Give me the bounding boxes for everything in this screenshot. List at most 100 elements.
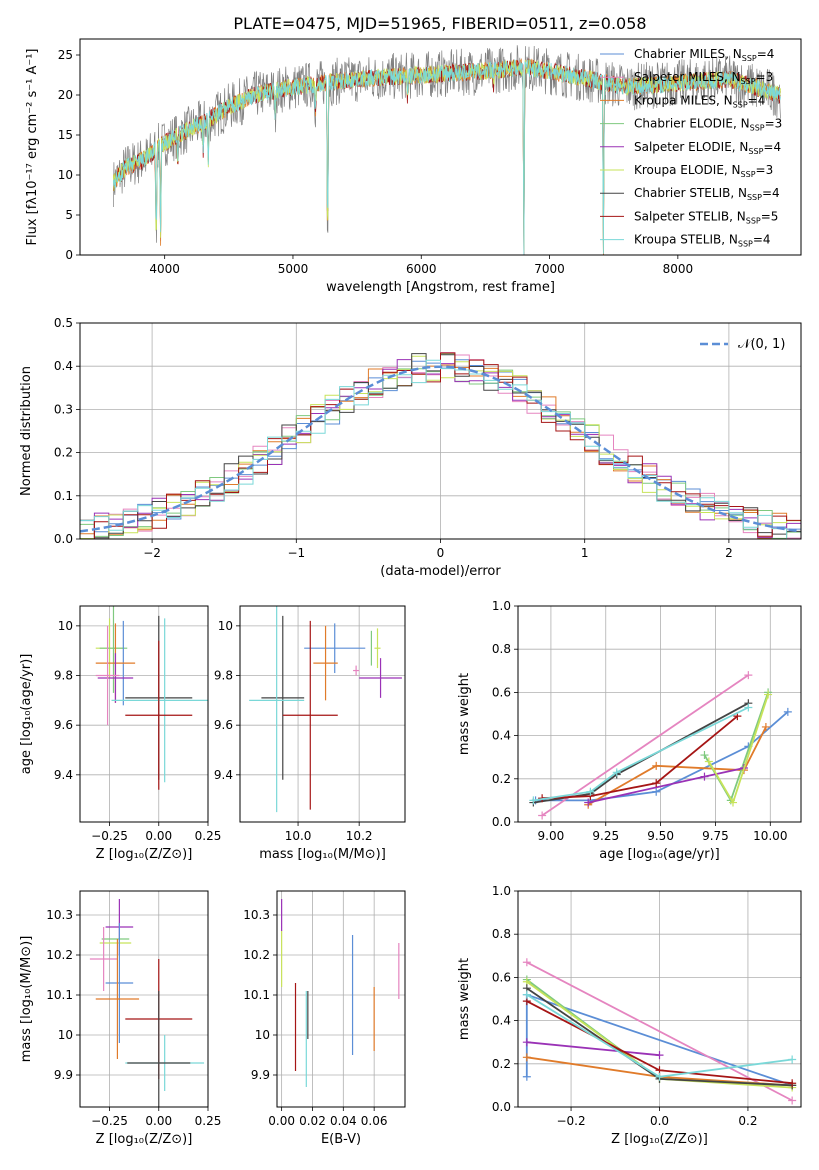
y-tick-label: 5 [65, 208, 73, 222]
series [522, 997, 797, 1088]
y-tick-label: 9.4 [54, 768, 73, 782]
x-tick-label: 2 [725, 546, 733, 560]
legend-label: Chabrier STELIB, NSSP=4 [634, 186, 780, 202]
series [531, 707, 792, 805]
legend-entry: Salpeter STELIB, NSSP=5 [600, 209, 778, 225]
y-tick-label: 10 [255, 1028, 270, 1042]
marker [744, 703, 753, 712]
x-tick-label: −0.2 [556, 1114, 585, 1128]
x-tick-label: 1 [581, 546, 589, 560]
legend-tail: =4 [748, 93, 766, 107]
legend-entry: Salpeter MILES, NSSP=3 [600, 70, 773, 86]
series-line [533, 702, 749, 804]
series-line [535, 711, 789, 802]
y-tick-label: 0.4 [492, 1014, 511, 1028]
data-point [313, 625, 338, 701]
x-tick-label: 5000 [278, 262, 309, 276]
legend-subscript: SSP [747, 193, 762, 202]
series-line [526, 1041, 660, 1057]
series [704, 690, 773, 807]
marker [522, 1053, 531, 1062]
y-tick-label: 9.4 [214, 768, 233, 782]
x-tick-label: −0.25 [91, 1114, 128, 1128]
marker [783, 707, 792, 716]
data-point [359, 658, 402, 698]
legend-subscript: SSP [741, 170, 756, 179]
y-tick-label: 0.4 [54, 359, 73, 373]
marker [700, 751, 709, 760]
x-tick-label: −2 [143, 546, 161, 560]
series-line [542, 715, 738, 800]
y-tick-label: 0.2 [492, 1057, 511, 1071]
plot-layer: 4000 5000 6000 7000 80000510152025wavelength… [19, 38, 802, 1147]
plot-area [80, 891, 208, 1107]
histogram-step [80, 359, 801, 539]
panel-age_vs_Z: −0.25 0.00 0.25 9.4 9.6 9.8 10 Z [log₁₀(Z/Z⊙)] a… [19, 605, 221, 862]
data-point [374, 628, 381, 669]
y-tick-label: 10 [58, 168, 73, 182]
data-point [282, 620, 338, 810]
y-tick-label: 10.1 [243, 988, 270, 1002]
y-axis-label: Flux [fλ10⁻¹⁷ erg cm⁻² s⁻¹ A⁻¹] [25, 49, 40, 246]
axes-frame [79, 322, 802, 540]
x-axis-label: mass [log₁₀(M/M⊙)] [259, 847, 386, 862]
legend-entry: Chabrier ELODIE, NSSP=3 [600, 117, 782, 133]
y-tick-label: 10.3 [243, 908, 270, 922]
y-tick-label: 0.0 [54, 532, 73, 546]
legend-label: Salpeter MILES, NSSP=3 [634, 70, 773, 86]
series-line [708, 694, 769, 805]
x-axis-label: age [log₁₀(age/yr)] [599, 847, 720, 862]
marker [652, 787, 661, 796]
data-point [105, 923, 134, 1043]
marker [522, 958, 531, 967]
data-point [261, 615, 305, 780]
y-tick-label: 1.0 [492, 884, 511, 898]
x-tick-label: 0.06 [361, 1114, 388, 1128]
x-tick-label: 0.00 [268, 1114, 295, 1128]
panel-weight_vs_Z: −0.2 0.0 0.2 0.0 0.2 0.4 0.6 0.8 1.0 Z [log₁₀(Z/Z… [457, 884, 802, 1147]
legend-label: Chabrier MILES, NSSP=4 [634, 47, 774, 63]
x-tick-label: 10.00 [753, 829, 787, 843]
legend-tail: =4 [757, 47, 775, 61]
plot-area [80, 323, 801, 539]
legend-entry: Kroupa ELODIE, NSSP=3 [600, 163, 773, 179]
axes-frame [79, 605, 209, 823]
marker [655, 1072, 664, 1081]
legend-subscript: SSP [746, 216, 761, 225]
y-axis-label: mass [log₁₀(M/M⊙)] [19, 936, 34, 1063]
legend-entry: 𝒩(0, 1) [700, 337, 785, 352]
axes-frame [239, 605, 406, 823]
x-tick-label: 10.2 [346, 829, 373, 843]
legend-entry: Chabrier STELIB, NSSP=4 [600, 186, 780, 202]
y-tick-label: 9.9 [251, 1068, 270, 1082]
y-tick-label: 0 [65, 248, 73, 262]
legend-label: Salpeter STELIB, NSSP=5 [634, 209, 778, 225]
axes-frame [79, 890, 209, 1108]
legend-entry: Salpeter ELODIE, NSSP=4 [600, 140, 781, 156]
series-line [587, 726, 767, 806]
panel-spectrum: 4000 5000 6000 7000 8000 0 5 10 15 20 25 wavelength… [25, 38, 802, 295]
axes-frame [517, 605, 802, 823]
marker [728, 798, 737, 807]
legend-tail: =4 [762, 186, 780, 200]
plot-area [518, 891, 801, 1107]
legend-tail: =4 [763, 140, 781, 154]
axes-frame [276, 890, 406, 1108]
data-point [304, 623, 366, 674]
x-tick-label: 9.50 [647, 829, 674, 843]
data-point [95, 939, 140, 1059]
marker [761, 722, 770, 731]
data-point [97, 653, 134, 703]
plot-area [113, 45, 781, 255]
panel-age_vs_mass: 10.0 10.2 9.4 9.6 9.8 10 mass [log₁₀(M/M⊙)] [214, 605, 406, 862]
y-tick-label: 9.6 [54, 718, 73, 732]
data-point [125, 640, 193, 790]
x-tick-label: 10.0 [285, 829, 312, 843]
y-tick-label: 10 [58, 1028, 73, 1042]
x-tick-label: 0.00 [145, 1114, 172, 1128]
x-axis-label: E(B-V) [321, 1132, 361, 1147]
legend-tail: =3 [765, 117, 783, 131]
x-tick-label: 0.0 [650, 1114, 669, 1128]
x-tick-label: 0.2 [738, 1114, 757, 1128]
